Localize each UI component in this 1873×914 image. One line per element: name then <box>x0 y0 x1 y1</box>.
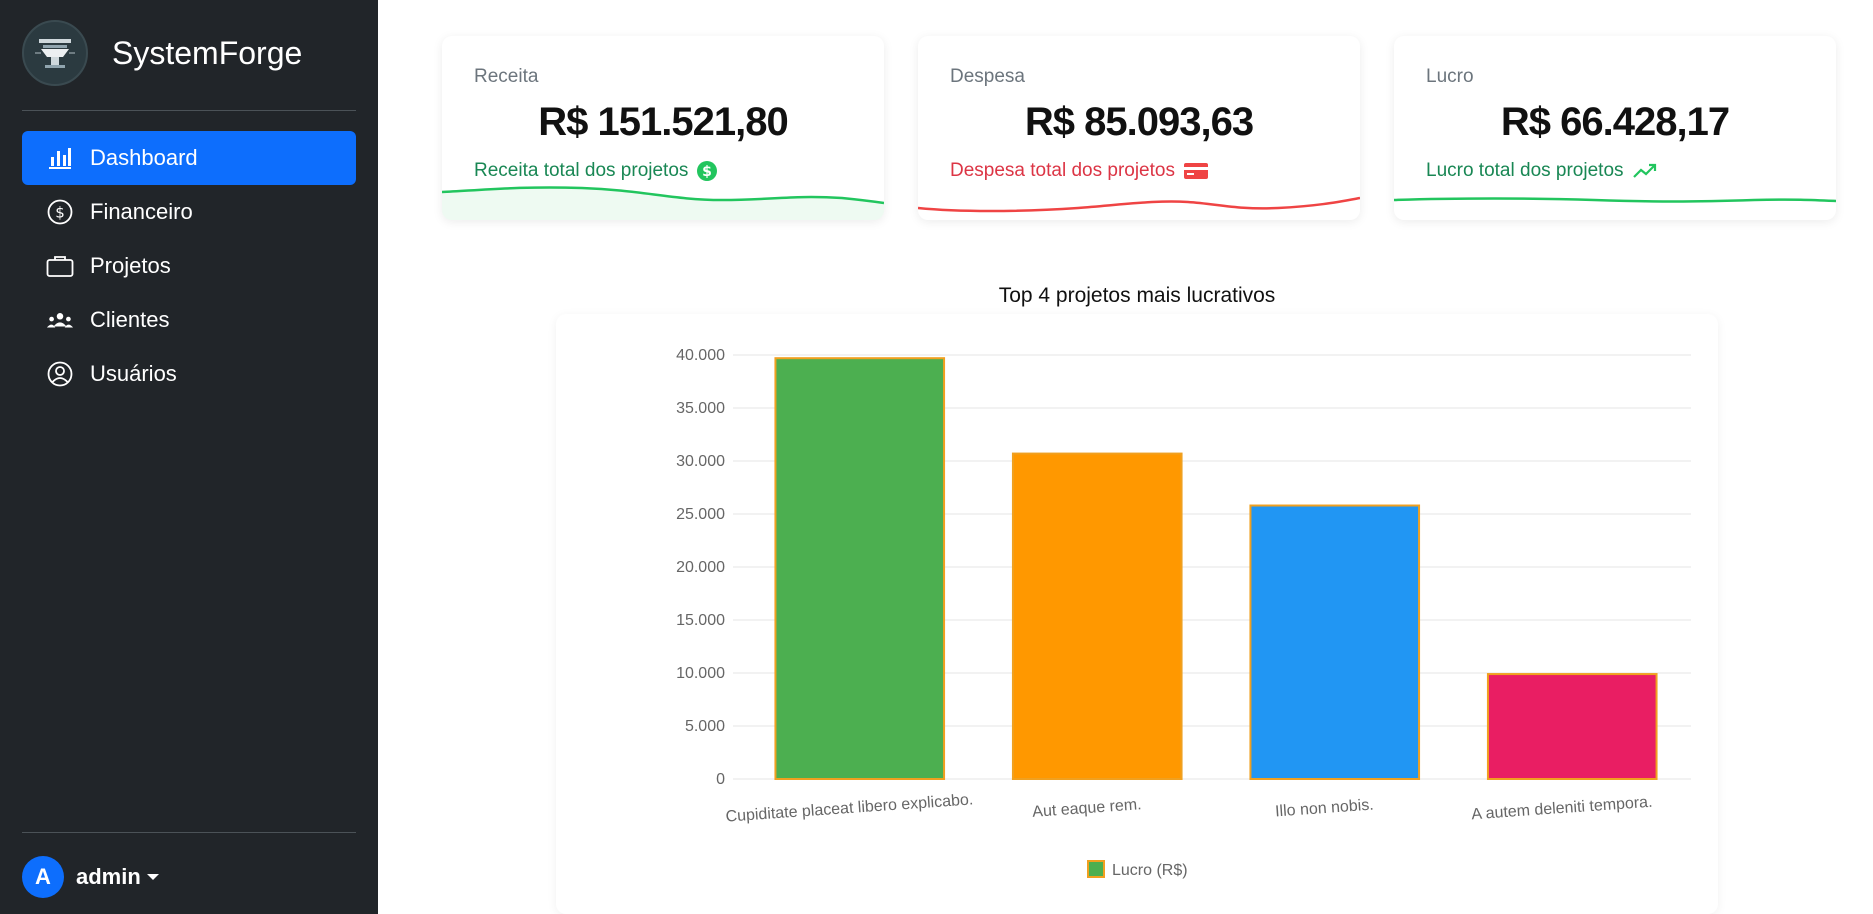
avatar: A <box>22 856 64 898</box>
legend-swatch <box>1087 860 1105 878</box>
card-subtitle: Receita total dos projetos $ <box>474 160 718 182</box>
card-subtitle-text: Lucro total dos projetos <box>1426 160 1624 181</box>
receita-card: Receita R$ 151.521,80 Receita total dos … <box>442 36 884 220</box>
credit-card-icon <box>1183 161 1209 181</box>
brand[interactable]: SystemForge <box>22 20 302 86</box>
sidebar-item-label: Projetos <box>90 253 171 278</box>
bar-chart: 0 5.000 10.000 15.000 20.000 25.000 30.000 35.0… <box>676 347 1691 879</box>
y-tick-label: 40.000 <box>676 347 725 364</box>
lucro-sparkline <box>1394 197 1836 203</box>
y-tick-label: 10.000 <box>676 665 725 682</box>
card-label: Receita <box>474 66 539 87</box>
sidebar-item-label: Usuários <box>90 361 177 386</box>
briefcase-icon <box>46 252 74 280</box>
sidebar: SystemForge Dashboard $ Financeiro Proje… <box>0 0 378 914</box>
sidebar-item-label: Financeiro <box>90 199 193 224</box>
y-tick-label: 15.000 <box>676 612 725 629</box>
sidebar-item-usuarios[interactable]: Usuários <box>22 347 356 401</box>
y-tick-label: 30.000 <box>676 453 725 470</box>
sidebar-item-dashboard[interactable]: Dashboard <box>22 131 356 185</box>
receita-sparkline <box>442 186 884 220</box>
despesa-sparkline <box>918 196 1360 213</box>
bar-chart-icon <box>46 144 74 172</box>
user-name: admin <box>76 864 141 889</box>
sidebar-item-projetos[interactable]: Projetos <box>22 239 356 293</box>
bar <box>774 357 946 781</box>
sidebar-divider-top <box>22 110 356 111</box>
brand-name: SystemForge <box>112 34 303 71</box>
chevron-down-icon <box>146 874 159 880</box>
people-icon <box>46 306 74 334</box>
dollar-badge-icon: $ <box>696 160 718 182</box>
sidebar-divider-bottom <box>22 832 356 833</box>
card-label: Despesa <box>950 66 1025 87</box>
sidebar-item-financeiro[interactable]: $ Financeiro <box>22 185 356 239</box>
y-tick-label: 0 <box>716 771 725 788</box>
trend-up-icon <box>1632 162 1658 180</box>
x-tick-label: Illo non nobis. <box>1275 797 1375 821</box>
chart-card: 0 5.000 10.000 15.000 20.000 25.000 30.000 35.0… <box>556 314 1718 914</box>
bar <box>1486 673 1658 780</box>
card-value: R$ 85.093,63 <box>1024 100 1254 144</box>
user-menu[interactable]: A admin <box>22 856 159 898</box>
x-tick-label: Aut eaque rem. <box>1032 796 1142 821</box>
sidebar-item-clientes[interactable]: Clientes <box>22 293 356 347</box>
x-tick-label: Cupiditate placeat libero explicabo. <box>725 791 974 825</box>
legend-label: Lucro (R$) <box>1112 862 1188 879</box>
svg-text:$: $ <box>55 204 65 222</box>
chart-title: Top 4 projetos mais lucrativos <box>998 284 1276 307</box>
anvil-logo-icon <box>22 20 88 86</box>
sidebar-item-label: Clientes <box>90 307 170 332</box>
person-circle-icon <box>46 360 74 388</box>
sidebar-nav: Dashboard $ Financeiro Projetos Clientes… <box>22 131 356 401</box>
lucro-card: Lucro R$ 66.428,17 Lucro total dos proje… <box>1394 36 1836 220</box>
y-tick-label: 20.000 <box>676 559 725 576</box>
card-subtitle: Despesa total dos projetos <box>950 160 1209 182</box>
card-subtitle-text: Receita total dos projetos <box>474 160 689 181</box>
bar <box>1011 452 1183 781</box>
card-label: Lucro <box>1426 66 1474 87</box>
y-tick-label: 25.000 <box>676 506 725 523</box>
sidebar-item-label: Dashboard <box>90 145 198 170</box>
y-tick-label: 35.000 <box>676 400 725 417</box>
y-tick-label: 5.000 <box>685 718 725 735</box>
x-tick-label: A autem deleniti tempora. <box>1471 794 1653 824</box>
dollar-circle-icon: $ <box>46 198 74 226</box>
card-value: R$ 66.428,17 <box>1500 100 1730 144</box>
card-value: R$ 151.521,80 <box>538 100 788 144</box>
bar <box>1249 504 1421 781</box>
card-subtitle: Lucro total dos projetos <box>1426 160 1658 182</box>
svg-text:$: $ <box>703 164 713 180</box>
card-subtitle-text: Despesa total dos projetos <box>950 160 1175 181</box>
despesa-card: Despesa R$ 85.093,63 Despesa total dos p… <box>918 36 1360 220</box>
